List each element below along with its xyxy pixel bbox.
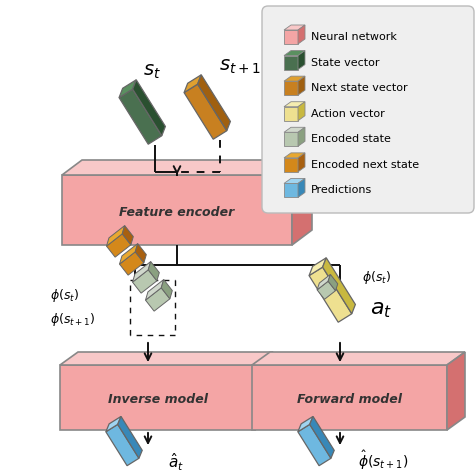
Polygon shape bbox=[447, 352, 465, 430]
Text: Next state vector: Next state vector bbox=[311, 83, 407, 93]
Polygon shape bbox=[284, 55, 298, 70]
Text: $s_{t+1}$: $s_{t+1}$ bbox=[219, 57, 261, 77]
Text: $\phi(s_t)$: $\phi(s_t)$ bbox=[362, 269, 391, 287]
Text: Predictions: Predictions bbox=[311, 186, 372, 196]
Text: $\phi(s_{t+1})$: $\phi(s_{t+1})$ bbox=[50, 312, 96, 329]
Polygon shape bbox=[298, 25, 305, 44]
Polygon shape bbox=[323, 258, 356, 314]
Polygon shape bbox=[284, 132, 298, 146]
Polygon shape bbox=[298, 76, 305, 95]
Polygon shape bbox=[284, 158, 298, 172]
Text: State vector: State vector bbox=[311, 57, 379, 68]
Polygon shape bbox=[284, 51, 305, 55]
Text: Feature encoder: Feature encoder bbox=[119, 205, 235, 219]
Text: Forward model: Forward model bbox=[297, 393, 402, 406]
Polygon shape bbox=[119, 80, 136, 98]
FancyBboxPatch shape bbox=[262, 6, 474, 213]
Text: $\hat{a}_t$: $\hat{a}_t$ bbox=[168, 451, 184, 470]
Polygon shape bbox=[118, 416, 142, 458]
Polygon shape bbox=[148, 262, 159, 281]
Polygon shape bbox=[60, 365, 255, 430]
Polygon shape bbox=[252, 352, 465, 365]
Polygon shape bbox=[106, 424, 139, 466]
Polygon shape bbox=[132, 262, 151, 282]
Polygon shape bbox=[132, 270, 157, 293]
Polygon shape bbox=[284, 30, 298, 44]
Polygon shape bbox=[107, 226, 125, 246]
Text: Inverse model: Inverse model bbox=[108, 393, 208, 406]
Polygon shape bbox=[60, 352, 273, 365]
Polygon shape bbox=[107, 234, 131, 257]
Polygon shape bbox=[284, 102, 305, 107]
Text: Neural network: Neural network bbox=[311, 32, 397, 42]
Polygon shape bbox=[309, 258, 326, 275]
Text: $\hat{\phi}(s_{t+1})$: $\hat{\phi}(s_{t+1})$ bbox=[358, 448, 408, 470]
Polygon shape bbox=[135, 243, 146, 263]
Polygon shape bbox=[184, 75, 201, 93]
Polygon shape bbox=[198, 75, 230, 131]
Polygon shape bbox=[309, 267, 352, 322]
Polygon shape bbox=[62, 175, 292, 245]
Polygon shape bbox=[298, 51, 305, 70]
Text: $a_t$: $a_t$ bbox=[370, 300, 392, 320]
Text: $\phi(s_t)$: $\phi(s_t)$ bbox=[50, 287, 79, 304]
Polygon shape bbox=[292, 160, 312, 245]
Polygon shape bbox=[252, 365, 447, 430]
Polygon shape bbox=[119, 89, 162, 144]
Polygon shape bbox=[284, 183, 298, 197]
Polygon shape bbox=[133, 80, 165, 136]
Polygon shape bbox=[284, 25, 305, 30]
Polygon shape bbox=[317, 274, 330, 290]
Polygon shape bbox=[62, 160, 312, 175]
Text: Action vector: Action vector bbox=[311, 109, 385, 119]
Polygon shape bbox=[298, 102, 305, 121]
Polygon shape bbox=[284, 76, 305, 81]
Text: Encoded next state: Encoded next state bbox=[311, 160, 419, 170]
Polygon shape bbox=[284, 179, 305, 183]
Polygon shape bbox=[298, 424, 331, 466]
Polygon shape bbox=[284, 153, 305, 158]
Polygon shape bbox=[119, 243, 138, 264]
Polygon shape bbox=[298, 179, 305, 197]
Polygon shape bbox=[184, 84, 227, 139]
Polygon shape bbox=[146, 288, 170, 311]
Polygon shape bbox=[284, 127, 305, 132]
Polygon shape bbox=[122, 226, 133, 245]
Polygon shape bbox=[317, 281, 336, 299]
Polygon shape bbox=[161, 280, 172, 299]
Text: $s_t$: $s_t$ bbox=[143, 63, 161, 81]
Polygon shape bbox=[255, 352, 273, 430]
Polygon shape bbox=[119, 252, 144, 275]
Polygon shape bbox=[298, 153, 305, 172]
Polygon shape bbox=[146, 280, 164, 300]
Polygon shape bbox=[310, 416, 334, 458]
Text: Encoded state: Encoded state bbox=[311, 134, 391, 144]
Polygon shape bbox=[298, 416, 313, 432]
Polygon shape bbox=[284, 107, 298, 121]
Polygon shape bbox=[298, 127, 305, 146]
Polygon shape bbox=[328, 274, 338, 290]
Polygon shape bbox=[106, 416, 121, 432]
Polygon shape bbox=[284, 81, 298, 95]
